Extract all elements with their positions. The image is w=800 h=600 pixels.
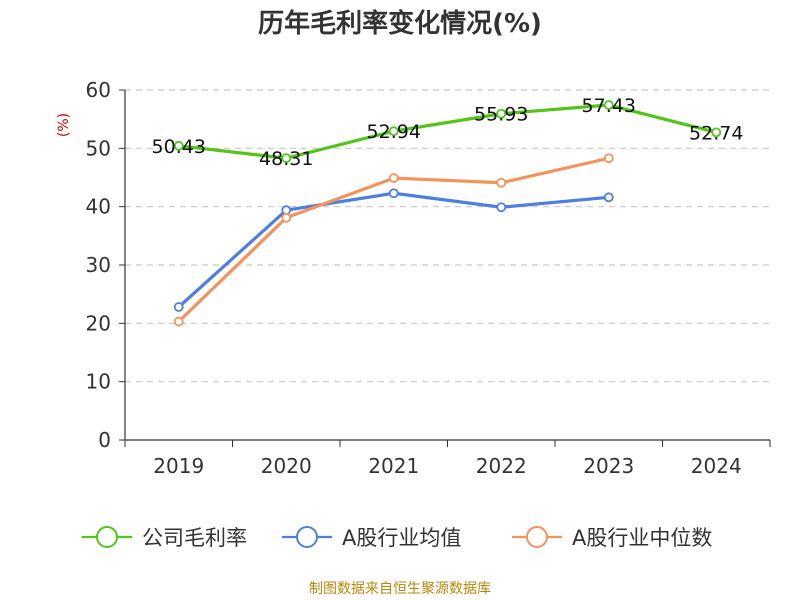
legend-label: A股行业均值 — [342, 526, 461, 550]
y-tick-label: 10 — [86, 370, 111, 394]
data-label: 50.43 — [152, 136, 206, 158]
x-tick-label: 2021 — [368, 454, 419, 478]
chart-title: 历年毛利率变化情况(%) — [258, 8, 542, 39]
data-point — [173, 316, 184, 327]
x-tick-label: 2023 — [583, 454, 634, 478]
series-line-0 — [178, 103, 717, 160]
y-tick-label: 0 — [98, 428, 111, 452]
legend-item[interactable]: 公司毛利率 — [82, 526, 247, 550]
data-point — [496, 202, 507, 213]
legend-marker — [96, 526, 118, 548]
legend-label: 公司毛利率 — [142, 526, 247, 550]
legend[interactable]: 公司毛利率 A股行业均值 A股行业中位数 — [82, 526, 712, 550]
data-label: 55.93 — [474, 104, 528, 126]
y-tick-label: 20 — [86, 311, 111, 335]
data-label: 52.94 — [367, 121, 421, 143]
x-tick-label: 2020 — [261, 454, 312, 478]
data-labels: 50.43 48.31 52.94 55.93 57.43 52.74 — [152, 95, 744, 170]
grid-lines — [125, 89, 770, 383]
y-axis-unit: (%) — [56, 113, 72, 137]
data-point — [281, 212, 292, 223]
legend-marker — [526, 526, 548, 548]
data-point — [496, 177, 507, 188]
data-point — [711, 127, 722, 138]
data-point — [281, 153, 292, 164]
y-tick-label: 30 — [86, 253, 111, 277]
source-note: 制图数据来自恒生聚源数据库 — [309, 581, 491, 597]
data-label: 57.43 — [582, 95, 636, 117]
data-label: 48.31 — [259, 148, 313, 170]
data-point — [388, 188, 399, 199]
axes: 0 10 20 30 40 50 60 2019 2020 2021 2022 2023 2024 — [86, 78, 771, 478]
series-line-1 — [177, 191, 609, 309]
data-point — [388, 173, 399, 183]
data-point — [388, 126, 399, 137]
x-tick-label: 2024 — [691, 454, 742, 478]
y-tick-label: 40 — [86, 195, 111, 219]
data-point — [173, 140, 184, 151]
x-tick-label: 2019 — [153, 454, 204, 478]
y-tick-label: 60 — [86, 78, 111, 102]
data-point — [603, 192, 614, 203]
x-tick-label: 2022 — [476, 454, 527, 478]
series-layer — [173, 100, 722, 327]
data-point — [603, 100, 614, 110]
data-point — [603, 153, 614, 164]
y-tick-label: 50 — [86, 136, 111, 160]
data-point — [496, 108, 507, 119]
data-label: 52.74 — [689, 122, 743, 144]
data-point — [173, 302, 184, 312]
legend-item[interactable]: A股行业中位数 — [512, 526, 712, 550]
legend-item[interactable]: A股行业均值 — [282, 526, 461, 550]
legend-marker — [296, 526, 318, 548]
legend-label: A股行业中位数 — [572, 526, 712, 550]
